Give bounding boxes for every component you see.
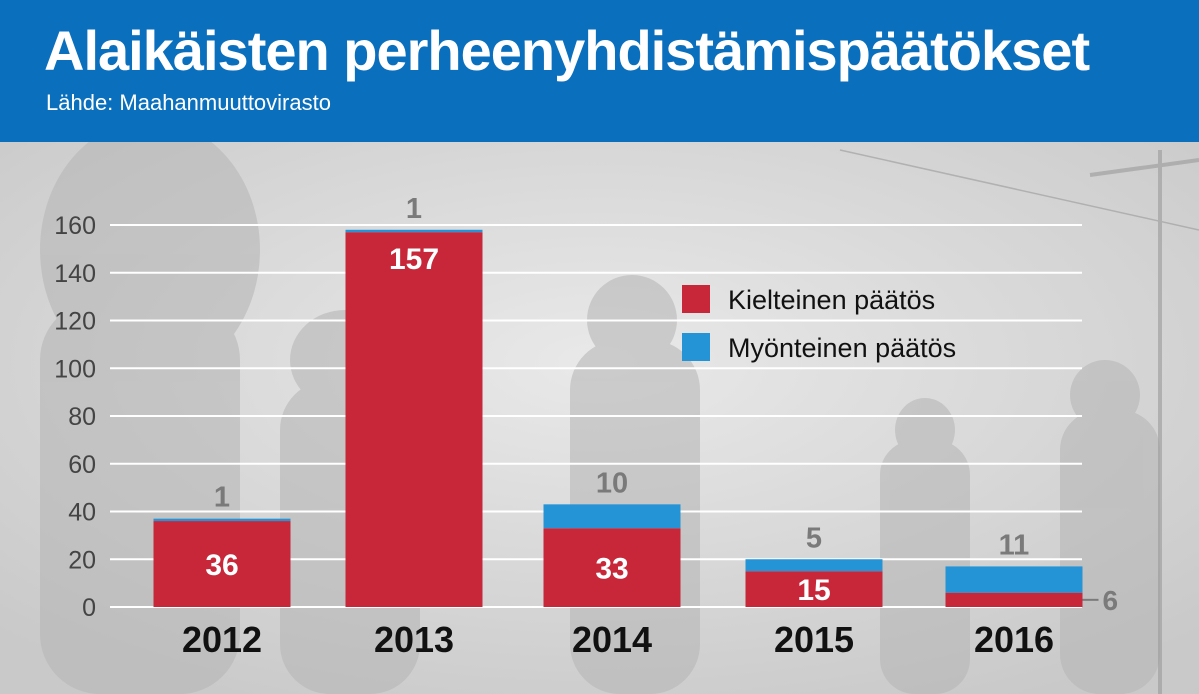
bars: 36 1 157 1 33 10 15 5 6 11 <box>153 193 1119 616</box>
value-label-myonteinen: 1 <box>406 193 422 225</box>
value-label-kielteinen: 15 <box>797 574 830 607</box>
bar-myonteinen-2013 <box>345 229 483 233</box>
x-category-label: 2013 <box>374 619 454 660</box>
bar-myonteinen-2015 <box>745 559 883 572</box>
y-tick-label: 0 <box>82 594 96 622</box>
y-tick-label: 20 <box>68 546 96 574</box>
y-tick-label: 120 <box>54 308 96 336</box>
bar-myonteinen-2016 <box>945 566 1083 593</box>
x-axis-category-labels: 2012 2013 2014 2015 2016 <box>182 619 1054 660</box>
bar-myonteinen-2014 <box>543 504 681 529</box>
x-category-label: 2015 <box>774 619 854 660</box>
chart-source: Lähde: Maahanmuuttovirasto <box>46 90 331 115</box>
bar-kielteinen-2015 <box>745 571 883 607</box>
y-tick-label: 60 <box>68 451 96 479</box>
value-label-kielteinen: 33 <box>595 553 628 586</box>
bar-kielteinen-2013 <box>345 232 483 607</box>
legend-label-kielteinen: Kielteinen päätös <box>728 285 935 315</box>
bar-kielteinen-2012 <box>153 521 291 607</box>
x-category-label: 2014 <box>572 619 652 660</box>
y-tick-label: 160 <box>54 212 96 240</box>
value-label-myonteinen: 11 <box>999 529 1030 561</box>
legend: Kielteinen päätös Myönteinen päätös <box>682 285 956 363</box>
legend-label-myonteinen: Myönteinen päätös <box>728 333 956 363</box>
chart-title: Alaikäisten perheenyhdistämispäätökset <box>44 19 1090 82</box>
value-label-kielteinen: 36 <box>205 549 238 582</box>
y-tick-label: 80 <box>68 403 96 431</box>
value-label-myonteinen: 10 <box>596 467 628 499</box>
y-tick-label: 40 <box>68 499 96 527</box>
legend-swatch-kielteinen <box>682 285 710 313</box>
legend-swatch-myonteinen <box>682 333 710 361</box>
bar-kielteinen-2014 <box>543 528 681 607</box>
y-tick-label: 100 <box>54 355 96 383</box>
y-axis-tick-labels: 0 20 40 60 80 100 120 140 160 <box>54 212 96 622</box>
value-label-myonteinen: 5 <box>806 522 822 554</box>
value-label-myonteinen: 1 <box>214 482 230 514</box>
value-label-kielteinen: 157 <box>389 243 439 276</box>
y-tick-label: 140 <box>54 260 96 288</box>
header-banner: Alaikäisten perheenyhdistämispäätökset L… <box>0 0 1199 142</box>
x-category-label: 2012 <box>182 619 262 660</box>
bar-myonteinen-2012 <box>153 518 291 522</box>
x-category-label: 2016 <box>974 619 1054 660</box>
value-label-kielteinen: 6 <box>1103 585 1119 616</box>
bar-kielteinen-2016 <box>945 592 1083 607</box>
